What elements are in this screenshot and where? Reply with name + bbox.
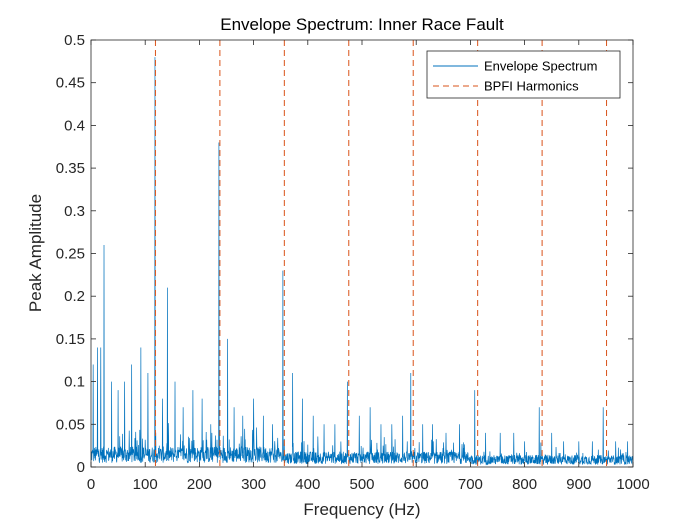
y-tick-label: 0.5 bbox=[64, 32, 85, 49]
plot-area bbox=[91, 40, 633, 467]
harmonics-layer bbox=[154, 40, 608, 467]
y-axis-title: Peak Amplitude bbox=[26, 194, 45, 312]
y-tick-label: 0.3 bbox=[64, 203, 85, 220]
chart-title: Envelope Spectrum: Inner Race Fault bbox=[220, 15, 504, 34]
y-tick-label: 0.25 bbox=[56, 246, 85, 263]
spectrum-layer bbox=[90, 57, 634, 466]
y-tick-label: 0.4 bbox=[64, 117, 85, 134]
legend: Envelope Spectrum BPFI Harmonics bbox=[426, 50, 621, 99]
legend-label-bpfi-harmonics: BPFI Harmonics bbox=[484, 79, 579, 94]
x-tick-label: 500 bbox=[349, 476, 374, 493]
x-tick-label: 200 bbox=[187, 476, 212, 493]
y-tick-label: 0.35 bbox=[56, 160, 85, 177]
x-tick-label: 300 bbox=[241, 476, 266, 493]
y-tick-label: 0.45 bbox=[56, 75, 85, 92]
x-tick-label: 100 bbox=[133, 476, 158, 493]
legend-box bbox=[426, 50, 621, 99]
x-tick-label: 900 bbox=[566, 476, 591, 493]
ticks-layer: 0 100 200 300 400 500 600 700 800 900 1000 0 0.05 0.1… bbox=[56, 32, 650, 493]
x-axis-title: Frequency (Hz) bbox=[303, 500, 420, 519]
x-tick-label: 600 bbox=[404, 476, 429, 493]
y-tick-label: 0.2 bbox=[64, 288, 85, 305]
x-tick-label: 1000 bbox=[616, 476, 649, 493]
y-tick-label: 0 bbox=[77, 459, 85, 476]
legend-label-envelope-spectrum: Envelope Spectrum bbox=[484, 59, 597, 74]
x-tick-label: 700 bbox=[458, 476, 483, 493]
y-tick-label: 0.15 bbox=[56, 331, 85, 348]
x-tick-label: 800 bbox=[512, 476, 537, 493]
x-tick-label: 0 bbox=[87, 476, 95, 493]
envelope-spectrum-line bbox=[90, 57, 634, 466]
y-tick-label: 0.05 bbox=[56, 416, 85, 433]
x-tick-label: 400 bbox=[295, 476, 320, 493]
y-tick-label: 0.1 bbox=[64, 374, 85, 391]
